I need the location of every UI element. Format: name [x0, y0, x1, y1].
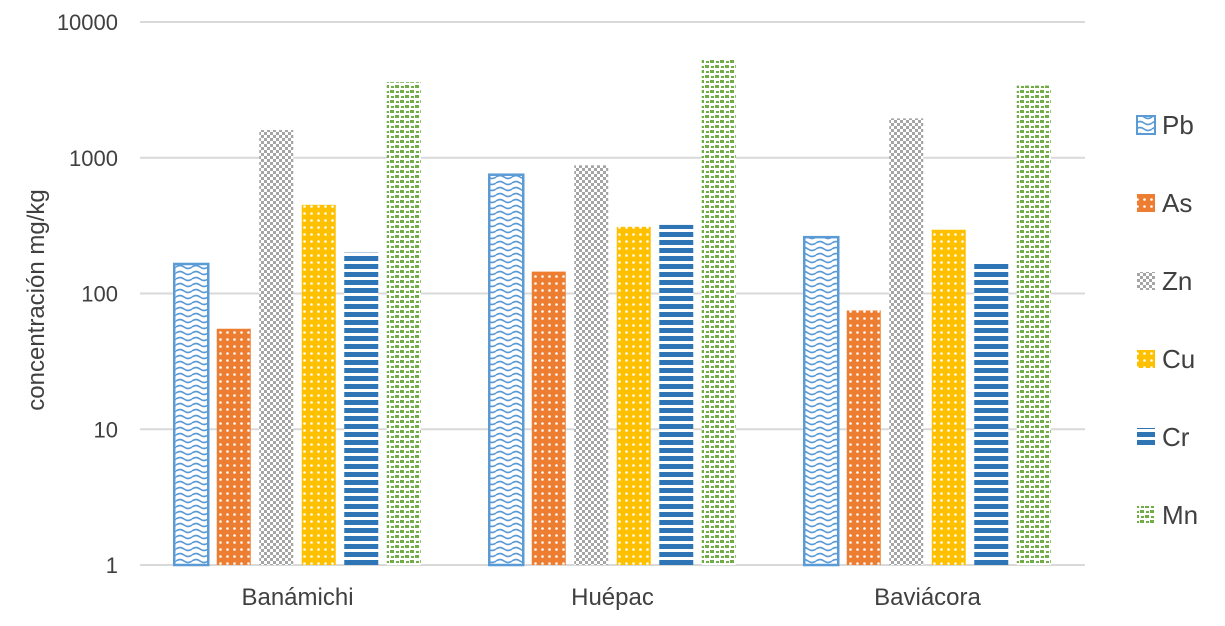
y-tick-label: 100 — [81, 282, 118, 307]
bar-zn-1 — [259, 130, 294, 565]
y-tick-label: 1000 — [69, 146, 118, 171]
legend-swatch-pb — [1136, 115, 1156, 135]
x-axis-categories: Banámichi Huépac Baviácora — [241, 584, 981, 611]
bar-pb-1 — [173, 262, 210, 567]
bar-mn-2 — [701, 59, 736, 565]
gridlines — [140, 21, 1085, 566]
bars — [173, 59, 1051, 567]
bar-pb-2 — [488, 173, 525, 567]
bar-mn-1 — [386, 82, 421, 565]
x-category-label: Huépac — [571, 584, 654, 611]
bar-cr-2 — [659, 224, 694, 565]
bar-as-3 — [846, 310, 881, 565]
bar-cu-2 — [616, 226, 651, 565]
bar-cr-3 — [974, 262, 1009, 565]
y-axis-label: concentración mg/kg — [23, 189, 50, 410]
bar-zn-2 — [574, 165, 609, 565]
x-category-label: Banámichi — [241, 584, 353, 611]
legend-swatch-as — [1137, 194, 1155, 212]
legend-swatch-cu — [1137, 350, 1155, 368]
legend: Pb As Zn Cu Cr Mn — [1136, 110, 1198, 530]
y-tick-label: 1 — [106, 553, 118, 578]
legend-label: Pb — [1162, 110, 1194, 140]
bar-cr-1 — [344, 252, 379, 565]
legend-label: Zn — [1162, 266, 1192, 296]
bar-zn-3 — [889, 118, 924, 565]
bar-mn-3 — [1016, 85, 1051, 565]
bar-cu-1 — [301, 204, 336, 565]
legend-swatch-mn — [1137, 506, 1155, 524]
legend-swatch-zn — [1137, 272, 1155, 290]
legend-label: Cr — [1162, 422, 1190, 452]
y-tick-label: 10000 — [57, 10, 118, 35]
legend-swatch-cr — [1137, 428, 1155, 446]
bar-as-1 — [216, 328, 251, 565]
bar-pb-3 — [803, 235, 840, 567]
x-category-label: Baviácora — [874, 584, 981, 611]
legend-label: As — [1162, 188, 1192, 218]
bar-cu-3 — [931, 229, 966, 565]
bar-as-2 — [531, 271, 566, 565]
legend-label: Cu — [1162, 344, 1195, 374]
y-axis-ticks: 1 10 100 1000 10000 — [57, 10, 118, 578]
legend-label: Mn — [1162, 500, 1198, 530]
y-tick-label: 10 — [94, 417, 118, 442]
